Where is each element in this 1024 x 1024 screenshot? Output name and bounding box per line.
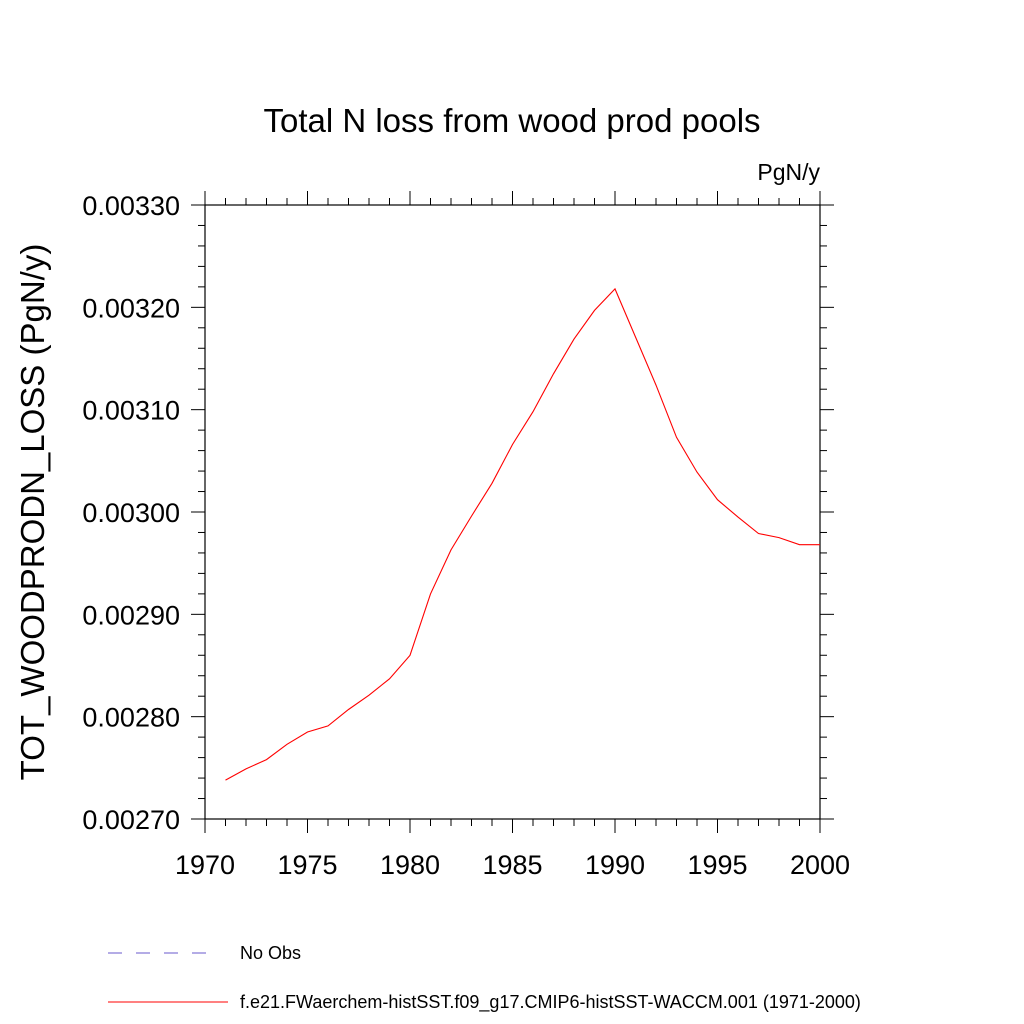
y-tick-label: 0.00270 <box>82 805 180 835</box>
chart-title: Total N loss from wood prod pools <box>263 102 760 139</box>
y-tick-label: 0.00330 <box>82 191 180 221</box>
x-tick-labels: 1970 1975 1980 1985 1990 1995 2000 <box>175 850 850 880</box>
legend-label-model-run: f.e21.FWaerchem-histSST.f09_g17.CMIP6-hi… <box>240 992 861 1013</box>
plot-frame <box>204 204 821 820</box>
y-tick-label: 0.00310 <box>82 396 180 426</box>
y-tick-label: 0.00320 <box>82 293 180 323</box>
y-tick-label: 0.00290 <box>82 600 180 630</box>
x-tick-label: 1985 <box>482 850 542 880</box>
y-tick-labels: 0.00270 0.00280 0.00290 0.00300 0.00310 0.003… <box>82 191 180 835</box>
plot-lines <box>225 287 820 781</box>
y-axis-label: TOT_WOODPRODN_LOSS (PgN/y) <box>14 244 51 781</box>
series-line-0 <box>225 287 820 781</box>
x-tick-label: 2000 <box>790 850 850 880</box>
x-tick-label: 1980 <box>380 850 440 880</box>
y-tick-label: 0.00280 <box>82 703 180 733</box>
x-tick-label: 1970 <box>175 850 235 880</box>
axes <box>204 204 821 820</box>
units-label: PgN/y <box>757 159 820 185</box>
x-tick-label: 1995 <box>687 850 747 880</box>
tick-marks <box>191 191 834 833</box>
x-tick-label: 1975 <box>277 850 337 880</box>
x-tick-label: 1990 <box>585 850 645 880</box>
legend-label-no-obs: No Obs <box>240 943 301 963</box>
legend: No Obs f.e21.FWaerchem-histSST.f09_g17.C… <box>108 943 861 1013</box>
y-tick-label: 0.00300 <box>82 498 180 528</box>
